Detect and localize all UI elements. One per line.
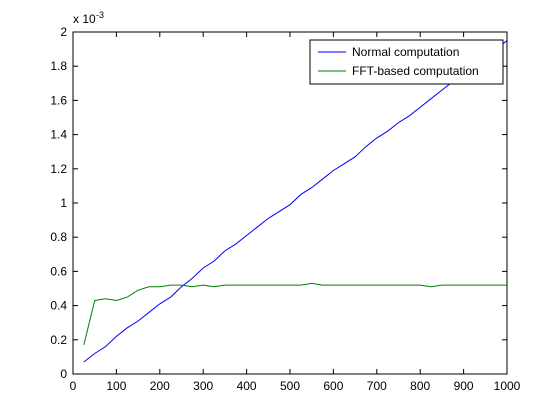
y-tick-label: 0 xyxy=(60,367,67,381)
y-tick-label: 1.8 xyxy=(50,59,67,73)
series-line-normal-computation xyxy=(83,40,508,363)
x-tick-label: 200 xyxy=(150,379,170,393)
x-tick-label: 400 xyxy=(237,379,257,393)
x-tick-label: 700 xyxy=(367,379,387,393)
legend-box xyxy=(309,39,504,85)
x-tick-label: 900 xyxy=(454,379,474,393)
legend-label: Normal computation xyxy=(352,45,459,59)
y-tick-label: 0.6 xyxy=(50,264,67,278)
y-tick-label: 1.6 xyxy=(50,93,67,107)
legend: Normal computation FFT-based computation xyxy=(309,39,504,85)
y-tick-label: 0.4 xyxy=(50,299,67,313)
y-tick-label: 0.8 xyxy=(50,230,67,244)
x-tick-label: 1000 xyxy=(494,379,521,393)
x-tick-label: 800 xyxy=(410,379,430,393)
y-tick-label: 0.2 xyxy=(50,333,67,347)
y-tick-label: 1.2 xyxy=(50,162,67,176)
y-axis-multiplier: x 10 xyxy=(73,12,96,26)
y-axis-multiplier-exponent: -3 xyxy=(96,10,104,20)
x-tick-label: 300 xyxy=(193,379,213,393)
y-tick-label: 1.4 xyxy=(50,128,67,142)
y-tick-label: 1 xyxy=(60,196,67,210)
plot-area xyxy=(72,31,508,375)
x-tick-label: 600 xyxy=(323,379,343,393)
x-tick-label: 500 xyxy=(280,379,300,393)
y-tick-label: 2 xyxy=(60,25,67,39)
x-tick-label: 100 xyxy=(106,379,126,393)
x-tick-label: 0 xyxy=(70,379,77,393)
legend-label: FFT-based computation xyxy=(352,64,479,78)
series-line-fft-based-computation xyxy=(83,282,507,346)
series-layer xyxy=(83,40,508,363)
axes: 0 100 200 300 400 500 600 700 800 900 1000 0 0.2 0.4 0… xyxy=(50,25,520,393)
